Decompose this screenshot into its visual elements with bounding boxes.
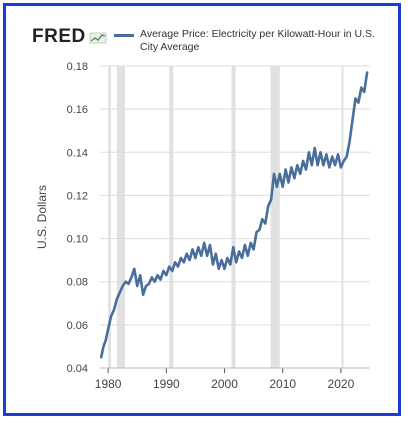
recession-band <box>108 66 112 368</box>
legend-label: Average Price: Electricity per Kilowatt-… <box>140 28 375 53</box>
recession-band <box>270 66 280 368</box>
y-tick-label: 0.06 <box>67 320 88 332</box>
y-tick-label: 0.14 <box>67 147 88 159</box>
y-tick-label: 0.04 <box>67 363 88 375</box>
fred-logo[interactable]: FRED <box>32 26 86 47</box>
y-tick-label: 0.08 <box>67 277 88 289</box>
figure-frame <box>3 3 401 416</box>
line-chart-icon <box>89 32 107 44</box>
legend-swatch <box>114 34 134 37</box>
y-axis-label: U.S. Dollars <box>35 185 49 249</box>
recession-band <box>169 66 174 368</box>
y-tick-label: 0.10 <box>67 234 88 246</box>
recession-band <box>341 66 344 368</box>
x-tick-label: 1980 <box>95 377 122 391</box>
x-tick-label: 1990 <box>153 377 180 391</box>
series-line <box>99 71 369 359</box>
chart-header: FRED Average Price: Electricity per Kilo… <box>32 26 392 58</box>
y-tick-label: 0.18 <box>67 61 88 73</box>
x-tick-label: 2010 <box>269 377 296 391</box>
y-tick-label: 0.16 <box>67 104 88 116</box>
y-tick-label: 0.12 <box>67 190 88 202</box>
recession-band <box>116 66 126 368</box>
x-tick-label: 2000 <box>211 377 238 391</box>
x-tick-label: 2020 <box>328 377 355 391</box>
recession-band <box>231 66 236 368</box>
